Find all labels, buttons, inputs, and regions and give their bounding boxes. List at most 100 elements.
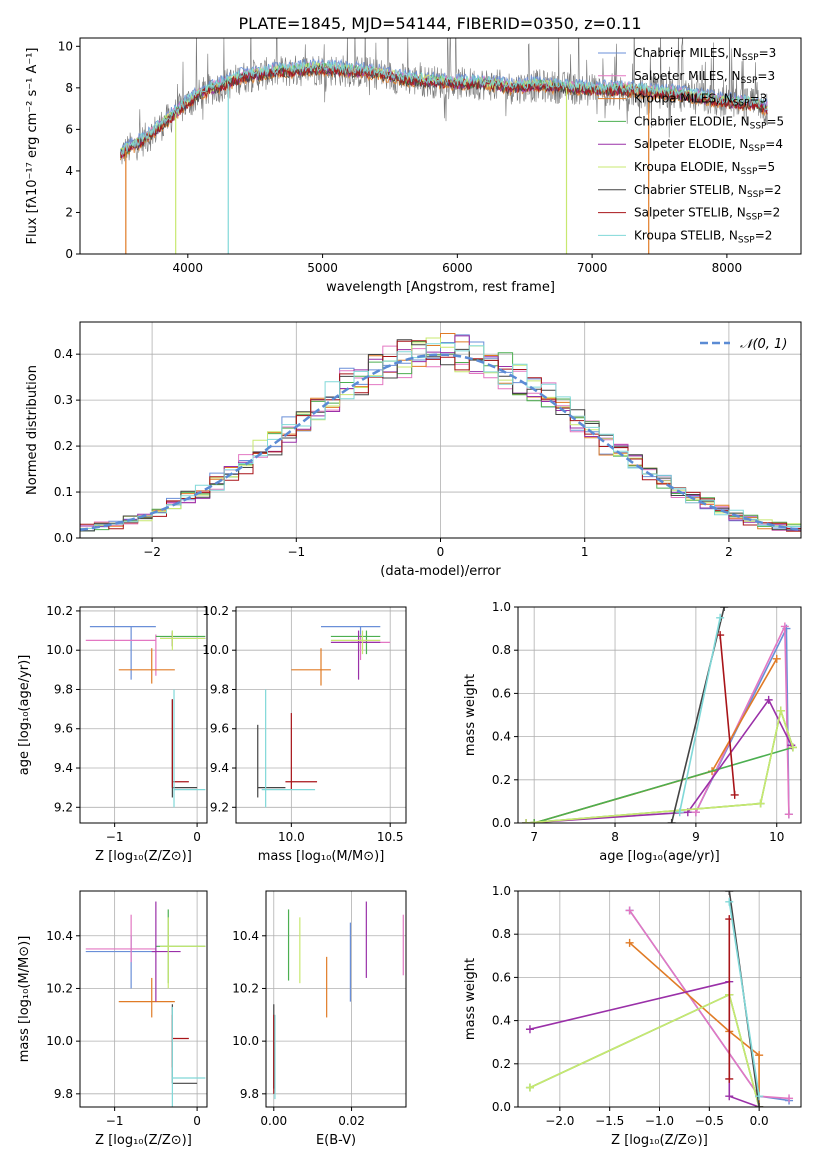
gaussian-curve <box>80 353 799 532</box>
x-tick-label: −2 <box>143 545 161 559</box>
error-bars <box>85 901 206 1107</box>
histogram-chabrier-stelib <box>80 339 801 532</box>
legend-entry: Salpeter STELIB, NSSP=2 <box>634 206 780 223</box>
mass-weight-lines <box>525 891 794 1107</box>
point-chabrier-miles <box>321 626 381 641</box>
x-tick-label: 8 <box>611 830 619 844</box>
point-salpeter-miles <box>85 634 157 676</box>
marker <box>716 613 725 622</box>
x-tick-label: −2.0 <box>545 1114 574 1128</box>
axes-frame <box>79 37 802 255</box>
y-tick-label: 9.8 <box>210 682 229 696</box>
y-axis-label: mass weight <box>463 674 478 756</box>
y-tick-label: 0.2 <box>492 1057 511 1071</box>
x-tick-label: 7 <box>530 830 538 844</box>
x-tick-label: −1.5 <box>595 1114 624 1128</box>
series-kroupa-elodie <box>526 707 794 823</box>
y-tick-label: 0 <box>65 247 73 261</box>
y-tick-label: 0.0 <box>54 531 73 545</box>
age-vs-z-panel: −1 0 9.2 9.4 9.6 9.8 10.0 10.2 Z [log₁₀(Z/Z⊙)] ag… <box>17 604 208 864</box>
point-kroupa-stelib <box>261 689 316 808</box>
y-tick-label: 10.2 <box>202 604 229 618</box>
axes-frame <box>517 890 802 1108</box>
y-axis-label: mass [log₁₀(M/M⊙)] <box>17 936 32 1063</box>
series-chabrier-elodie <box>526 707 794 823</box>
x-tick-label: 2 <box>725 545 733 559</box>
gridlines <box>80 891 207 1107</box>
axes-frame <box>265 890 407 1108</box>
point-salpeter-stelib <box>171 699 189 788</box>
y-axis-label: Flux [fλ10⁻¹⁷ erg cm⁻² s⁻¹ A⁻¹] <box>25 48 40 245</box>
point-salpeter-miles <box>350 634 391 661</box>
x-axis-label: age [log₁₀(age/yr)] <box>599 849 720 864</box>
y-tick-label: 9.6 <box>54 722 73 736</box>
series-kroupa-stelib <box>678 617 721 813</box>
y-axis-label: mass weight <box>463 958 478 1040</box>
y-tick-label: 10.4 <box>232 929 259 943</box>
marker <box>625 906 634 915</box>
marker <box>525 1083 534 1092</box>
y-tick-label: 9.4 <box>210 761 229 775</box>
spectrum-lines <box>119 38 768 254</box>
x-tick-label: 10 <box>769 830 784 844</box>
x-tick-label: 5000 <box>307 261 338 275</box>
figure-title: PLATE=1845, MJD=54144, FIBERID=0350, z=0… <box>238 14 641 33</box>
marker <box>667 819 676 823</box>
marker <box>755 1051 764 1060</box>
y-tick-label: 10.0 <box>46 643 73 657</box>
y-tick-label: 0.6 <box>492 970 511 984</box>
marker <box>784 810 793 819</box>
x-axis-label: Z [log₁₀(Z/Z⊙)] <box>611 1133 708 1148</box>
series-salpeter-elodie <box>529 980 760 1107</box>
legend-entry: Kroupa STELIB, NSSP=2 <box>634 228 772 245</box>
legend-entry: Salpeter ELODIE, NSSP=4 <box>634 137 783 154</box>
marker <box>772 654 781 663</box>
massweight-vs-age-panel: 7 8 9 10 0.0 0.2 0.4 0.6 0.8 1.0 age [log₁₀(age/yr… <box>463 600 802 864</box>
series-salpeter-stelib <box>719 635 736 795</box>
series-kroupa-miles <box>533 658 778 823</box>
x-tick-label: 6000 <box>442 261 473 275</box>
point-chabrier-stelib <box>171 699 198 798</box>
series-chabrier-elodie <box>529 993 760 1107</box>
point-chabrier-miles <box>89 626 156 680</box>
y-tick-label: 10.0 <box>202 643 229 657</box>
y-tick-label: 9.8 <box>54 1087 73 1101</box>
point-kroupa-elodie <box>159 630 206 651</box>
y-axis-label: age [log₁₀(age/yr)] <box>17 655 32 776</box>
x-axis-label: mass [log₁₀(M/M⊙)] <box>258 849 385 864</box>
marker <box>785 1094 794 1103</box>
y-tick-label: 9.6 <box>210 722 229 736</box>
point-kroupa-stelib <box>171 1006 206 1107</box>
series-kroupa-elodie <box>529 993 760 1107</box>
y-tick-label: 0.8 <box>492 927 511 941</box>
spectrum-legend: Chabrier MILES, NSSP=3 Salpeter MILES, NS… <box>598 46 784 245</box>
y-tick-label: 9.8 <box>54 682 73 696</box>
y-tick-label: 8 <box>65 81 73 95</box>
axes-frame <box>79 606 208 824</box>
x-tick-label: 4000 <box>173 261 204 275</box>
marker <box>764 695 773 704</box>
point-chabrier-stelib <box>257 724 286 798</box>
y-tick-label: 0.4 <box>492 730 511 744</box>
spectrum-panel: 4000 5000 6000 7000 8000 0 2 4 6 8 10 wavelength [A… <box>25 37 802 295</box>
y-tick-label: 9.8 <box>240 1087 259 1101</box>
x-axis-label: Z [log₁₀(Z/Z⊙)] <box>95 1133 192 1148</box>
x-tick-label: 0 <box>193 830 201 844</box>
x-tick-label: −1.0 <box>645 1114 674 1128</box>
legend-entry: Kroupa ELODIE, NSSP=5 <box>634 160 775 177</box>
error-bars <box>257 626 391 808</box>
marker <box>716 631 725 640</box>
marker <box>788 743 797 752</box>
y-tick-label: 9.2 <box>210 800 229 814</box>
y-tick-label: 0.1 <box>54 485 73 499</box>
legend-entry: Kroupa MILES, NSSP=3 <box>634 92 767 109</box>
x-tick-label: 0 <box>193 1114 201 1128</box>
y-tick-label: 10.2 <box>46 981 73 995</box>
point-salpeter-elodie <box>330 630 381 680</box>
x-tick-label: 7000 <box>577 261 608 275</box>
model-spectrum-kroupa-stelib <box>119 60 768 156</box>
point-chabrier-miles <box>85 935 156 989</box>
y-tick-label: 1.0 <box>492 884 511 898</box>
x-tick-label: 1 <box>581 545 589 559</box>
error-bars <box>273 901 404 1100</box>
